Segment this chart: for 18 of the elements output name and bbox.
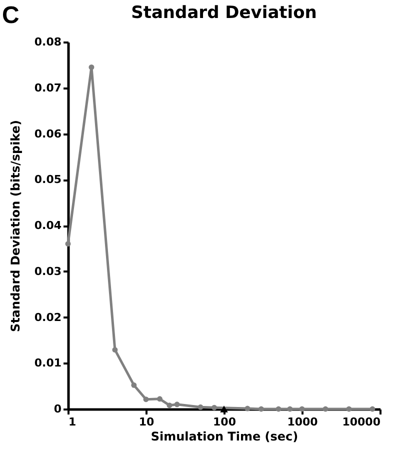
chart-title: Standard Deviation	[131, 3, 317, 23]
y-tick-label: 0.05	[34, 173, 62, 186]
text: C	[2, 2, 20, 30]
y-tick-label: 0.04	[34, 219, 62, 232]
x-tick-label: 1000	[287, 416, 318, 428]
y-tick-label: 0.03	[34, 264, 62, 278]
x-tick-label: 1	[68, 416, 76, 428]
x-axis-title: Simulation Time (sec)	[150, 430, 298, 444]
x-tick-label: 10	[138, 416, 154, 428]
y-tick-label: 0.07	[34, 81, 62, 94]
y-tick-label: 0.02	[34, 310, 62, 324]
y-tick-label: 0.01	[34, 356, 62, 370]
y-tick-label: 0.06	[34, 127, 62, 140]
y-tick-label: 0	[54, 402, 62, 416]
y-tick-label: 0.08	[34, 36, 62, 48]
x-tick-label: 100	[213, 416, 236, 428]
y-axis-title: Standard Deviation (bits/spike)	[8, 120, 22, 332]
x-tick-label: 10000	[342, 416, 381, 428]
